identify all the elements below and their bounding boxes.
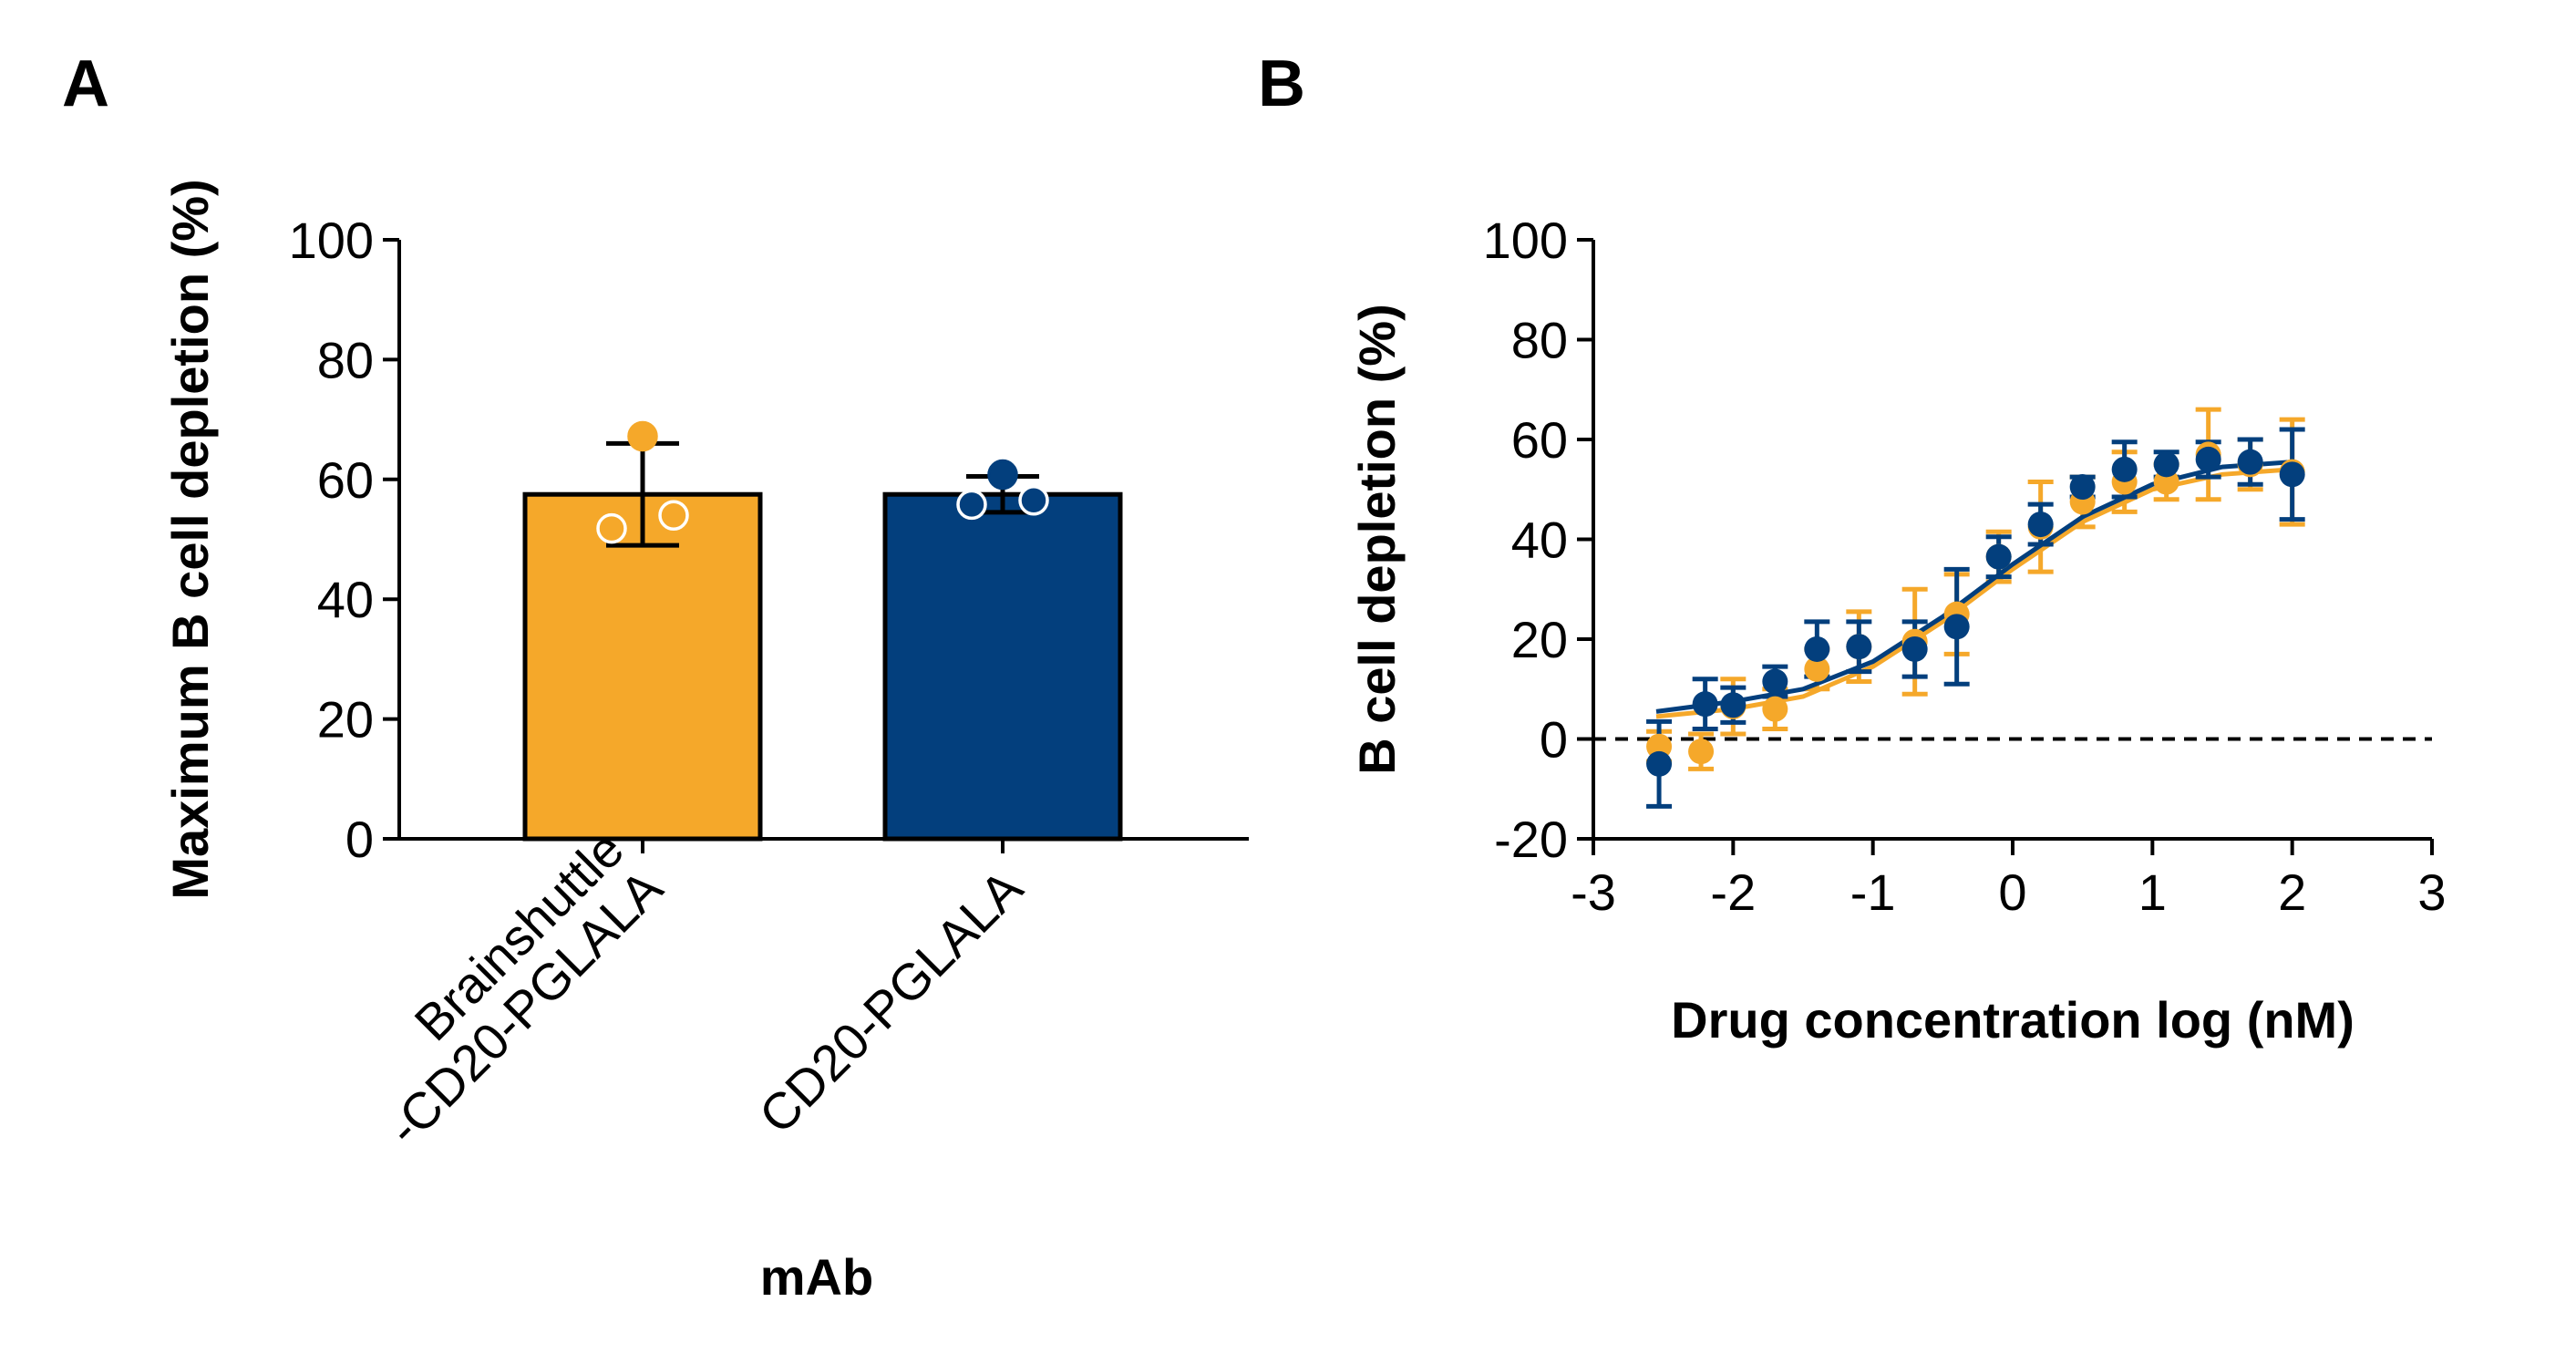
data-point-navy-7 bbox=[1901, 636, 1928, 662]
panel-label-b: B bbox=[1258, 47, 1305, 120]
y-tick-label-a-0: 0 bbox=[345, 811, 374, 868]
y-tick-label-b-80: 80 bbox=[1511, 312, 1568, 369]
data-point-2-2 bbox=[956, 489, 987, 521]
data-point-2-3 bbox=[1018, 485, 1049, 516]
data-point-navy-11 bbox=[2069, 474, 2096, 501]
y-tick-label-a-100: 100 bbox=[289, 212, 374, 269]
data-point-navy-4 bbox=[1762, 668, 1788, 695]
data-point-2-1 bbox=[987, 459, 1018, 491]
y-tick-label-b-60: 60 bbox=[1511, 411, 1568, 469]
y-tick-label-b-40: 40 bbox=[1511, 512, 1568, 569]
x-axis-title-b: Drug concentration log (nM) bbox=[1671, 991, 2354, 1049]
x-tick-label-b-2: 2 bbox=[2278, 863, 2306, 921]
data-point-navy-5 bbox=[1804, 636, 1830, 662]
panel-label-a: A bbox=[62, 47, 109, 120]
data-point-1-3 bbox=[658, 500, 689, 531]
x-tick-label-b--1: -1 bbox=[1850, 863, 1896, 921]
data-point-orange-1 bbox=[1646, 733, 1673, 760]
y-tick-label-b-100: 100 bbox=[1483, 212, 1568, 269]
y-tick-label-b-20: 20 bbox=[1511, 611, 1568, 668]
y-tick-label-a-60: 60 bbox=[317, 451, 374, 509]
data-point-navy-13 bbox=[2153, 451, 2179, 478]
data-point-navy-10 bbox=[2027, 512, 2054, 538]
data-point-navy-1 bbox=[1646, 750, 1673, 777]
data-point-1-1 bbox=[627, 420, 658, 452]
data-point-orange-5 bbox=[1804, 656, 1830, 682]
y-tick-label-a-20: 20 bbox=[317, 691, 374, 749]
data-point-navy-16 bbox=[2279, 461, 2305, 488]
data-point-navy-12 bbox=[2111, 456, 2138, 482]
bar-1 bbox=[522, 491, 763, 842]
x-tick-label-b-0: 0 bbox=[1998, 863, 2026, 921]
x-tick-label-b-1: 1 bbox=[2138, 863, 2167, 921]
dose-response-chart: B cell depletion (%) Drug concentration … bbox=[1348, 212, 2447, 1049]
data-point-orange-13 bbox=[2153, 469, 2179, 495]
y-axis-title-a: Maximum B cell depletion (%) bbox=[161, 179, 219, 899]
x-axis-title-a: mAb bbox=[760, 1248, 873, 1306]
y-tick-label-b-0: 0 bbox=[1540, 711, 1568, 769]
x-tick-label-b--2: -2 bbox=[1710, 863, 1756, 921]
y-tick-label-a-40: 40 bbox=[317, 571, 374, 628]
x-tick-label-b--3: -3 bbox=[1571, 863, 1616, 921]
bar-2 bbox=[882, 491, 1123, 842]
data-point-orange-2 bbox=[1688, 739, 1715, 765]
data-point-navy-8 bbox=[1943, 614, 1970, 640]
x-tick-label-b-3: 3 bbox=[2417, 863, 2446, 921]
data-point-navy-9 bbox=[1985, 543, 2012, 570]
bar-chart-max-depletion: Maximum B cell depletion (%) mAb Brainsh… bbox=[161, 179, 1249, 1306]
y-axis-title-b: B cell depletion (%) bbox=[1348, 304, 1406, 775]
category-label-1: Brainshuttle-CD20-PGLALA bbox=[337, 820, 674, 1156]
data-point-navy-3 bbox=[1720, 692, 1747, 718]
y-tick-label-a-80: 80 bbox=[317, 331, 374, 388]
data-point-navy-14 bbox=[2195, 446, 2221, 472]
data-point-navy-6 bbox=[1846, 634, 1872, 660]
y-tick-label-b--20: -20 bbox=[1494, 811, 1568, 868]
data-point-orange-4 bbox=[1762, 696, 1788, 722]
data-point-navy-2 bbox=[1692, 691, 1718, 718]
data-point-navy-15 bbox=[2237, 449, 2263, 475]
data-point-1-2 bbox=[596, 512, 627, 544]
category-label-2: CD20-PGLALA bbox=[747, 858, 1034, 1144]
